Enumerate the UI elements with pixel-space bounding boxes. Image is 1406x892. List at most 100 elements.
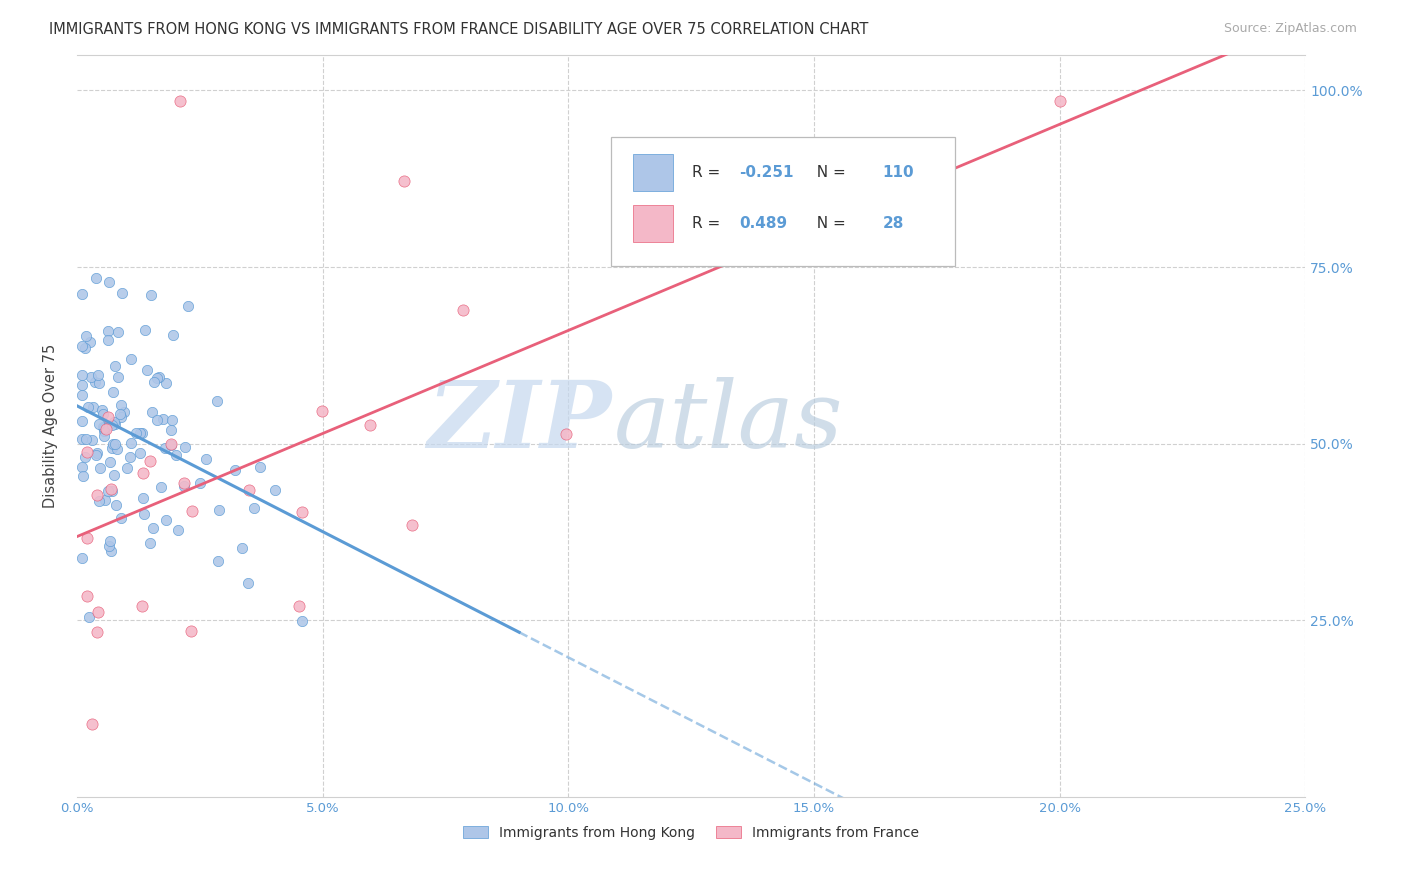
Point	[75, 341, 97, 355]
Point	[101, 418, 124, 433]
Point	[75, 329, 97, 343]
Point	[84, 270, 107, 285]
Point	[98, 533, 121, 548]
Point	[87, 417, 110, 432]
Text: Source: ZipAtlas.com: Source: ZipAtlas.com	[1223, 22, 1357, 36]
Point	[141, 405, 163, 419]
Point	[72, 468, 94, 483]
Text: 110: 110	[883, 165, 914, 180]
Point	[207, 554, 229, 568]
Point	[145, 370, 167, 384]
Point	[104, 359, 127, 374]
Point	[103, 415, 125, 429]
Point	[152, 412, 174, 426]
Point	[132, 507, 155, 521]
Point	[291, 615, 314, 629]
Point	[104, 417, 127, 432]
Point	[139, 536, 162, 550]
Point	[180, 624, 202, 638]
Point	[242, 500, 264, 515]
Point	[401, 517, 423, 532]
Point	[112, 405, 135, 419]
Point	[224, 463, 246, 477]
Point	[165, 448, 187, 462]
Point	[150, 480, 173, 494]
Point	[90, 403, 112, 417]
Point	[98, 455, 121, 469]
Point	[70, 377, 93, 392]
Point	[87, 605, 110, 619]
Point	[291, 505, 314, 519]
Text: N =: N =	[807, 165, 851, 180]
Point	[132, 467, 155, 481]
Point	[311, 404, 333, 418]
Point	[103, 384, 125, 399]
Point	[70, 459, 93, 474]
Bar	[633, 153, 672, 191]
Point	[134, 323, 156, 337]
Point	[97, 324, 120, 338]
Point	[75, 450, 97, 464]
Point	[359, 417, 381, 432]
Point	[194, 451, 217, 466]
Point	[148, 369, 170, 384]
Point	[87, 376, 110, 390]
Point	[141, 288, 163, 302]
Point	[162, 328, 184, 343]
Point	[138, 454, 160, 468]
Point	[70, 551, 93, 566]
Point	[70, 432, 93, 446]
Point	[142, 375, 165, 389]
FancyBboxPatch shape	[612, 136, 955, 267]
Point	[86, 446, 108, 460]
Point	[129, 446, 152, 460]
Point	[107, 370, 129, 384]
Point	[86, 625, 108, 640]
Point	[155, 513, 177, 527]
Point	[94, 493, 117, 508]
Text: ZIP: ZIP	[427, 377, 612, 467]
Point	[132, 491, 155, 505]
Point	[155, 376, 177, 390]
Point	[100, 483, 122, 497]
Point	[76, 445, 98, 459]
Point	[70, 368, 93, 383]
Point	[249, 460, 271, 475]
Point	[174, 440, 197, 454]
Point	[142, 521, 165, 535]
Legend: Immigrants from Hong Kong, Immigrants from France: Immigrants from Hong Kong, Immigrants fr…	[457, 821, 925, 846]
Point	[236, 575, 259, 590]
Point	[76, 531, 98, 545]
Point	[1049, 94, 1071, 108]
Point	[173, 475, 195, 490]
Point	[111, 285, 134, 300]
Point	[97, 483, 120, 498]
Point	[180, 504, 202, 518]
Point	[153, 441, 176, 455]
Point	[159, 437, 181, 451]
Point	[177, 299, 200, 313]
Point	[76, 400, 98, 414]
Point	[70, 414, 93, 428]
Point	[75, 433, 97, 447]
Text: 0.489: 0.489	[740, 216, 787, 231]
Text: IMMIGRANTS FROM HONG KONG VS IMMIGRANTS FROM FRANCE DISABILITY AGE OVER 75 CORRE: IMMIGRANTS FROM HONG KONG VS IMMIGRANTS …	[49, 22, 869, 37]
Point	[120, 351, 142, 366]
Point	[167, 523, 190, 537]
Point	[93, 429, 115, 443]
Point	[169, 94, 191, 108]
Point	[80, 370, 103, 384]
Point	[392, 174, 415, 188]
Point	[115, 461, 138, 475]
Point	[118, 450, 141, 465]
Point	[110, 409, 132, 424]
Point	[159, 423, 181, 437]
Point	[97, 409, 120, 424]
Point	[120, 436, 142, 450]
Point	[110, 407, 132, 421]
Point	[136, 363, 159, 377]
Point	[101, 442, 124, 456]
Point	[87, 368, 110, 382]
Text: -0.251: -0.251	[740, 165, 793, 180]
Point	[93, 424, 115, 438]
